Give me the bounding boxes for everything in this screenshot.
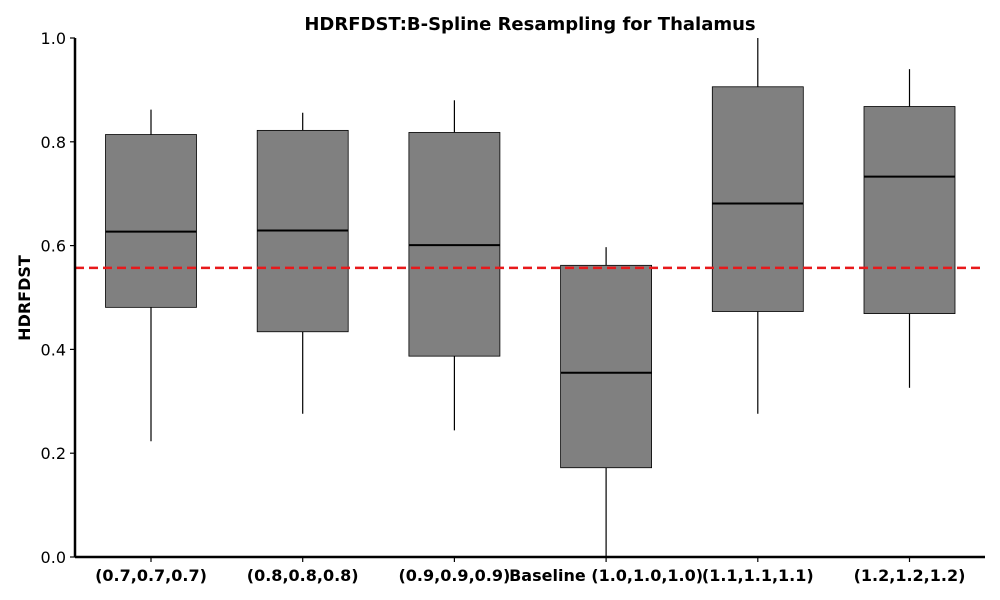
box-group: [560, 247, 652, 557]
y-tick-label: 0.2: [41, 444, 66, 463]
box-iqr: [560, 264, 652, 469]
y-axis-label: HDRFDST: [15, 255, 34, 341]
y-tick-label: 0.0: [41, 548, 66, 567]
y-tick-label: 1.0: [41, 29, 66, 48]
x-tick-label: (1.2,1.2,1.2): [854, 566, 966, 585]
box-group: [408, 100, 501, 431]
y-tick-label: 0.6: [41, 237, 66, 256]
y-tick-label: 0.4: [41, 340, 66, 359]
x-tick-label: (0.7,0.7,0.7): [95, 566, 207, 585]
box-group: [256, 112, 349, 414]
box-iqr: [105, 134, 197, 308]
box-iqr: [711, 86, 804, 312]
x-tick-label: (0.8,0.8,0.8): [247, 566, 359, 585]
x-tick-label: (0.9,0.9,0.9): [398, 566, 510, 585]
box-iqr: [863, 106, 956, 314]
y-tick-label: 0.8: [41, 133, 66, 152]
box-group: [863, 69, 956, 388]
box-group: [711, 38, 804, 414]
box-group: [105, 109, 197, 442]
chart-title: HDRFDST:B-Spline Resampling for Thalamus: [304, 14, 755, 35]
x-tick-label: (1.1,1.1,1.1): [702, 566, 814, 585]
x-tick-label: Baseline (1.0,1.0,1.0): [509, 566, 703, 585]
